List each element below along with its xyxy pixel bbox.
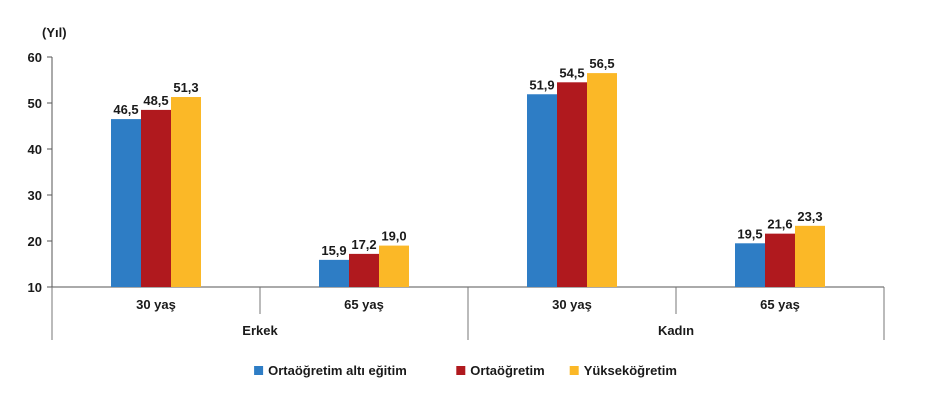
data-label: 48,5 (143, 93, 168, 108)
data-label: 19,5 (737, 226, 762, 241)
bar (111, 119, 141, 287)
legend-item: Yükseköğretim (569, 363, 677, 378)
data-label: 46,5 (113, 102, 138, 117)
data-labels: 46,5 48,5 51,3 15,9 17,2 19,0 51,9 54,5 56,5 19,5… (113, 56, 822, 258)
legend-label: Yükseköğretim (584, 363, 677, 378)
x-category-label: 30 yaş (136, 297, 176, 312)
y-tick-label: 60 (28, 50, 42, 65)
legend: Ortaöğretim altı eğitim Ortaöğretim Yüksek… (254, 363, 677, 378)
y-tick-label: 20 (28, 234, 42, 249)
y-tick-label: 50 (28, 96, 42, 111)
bars (111, 73, 825, 288)
bar (735, 243, 765, 287)
x-category-label: 30 yaş (552, 297, 592, 312)
y-tick-label: 10 (28, 280, 42, 295)
data-label: 21,6 (767, 217, 792, 232)
bar (319, 259, 349, 287)
bar (765, 233, 795, 287)
x-category-label: 65 yaş (344, 297, 384, 312)
data-label: 51,3 (173, 80, 198, 95)
legend-swatch (254, 366, 264, 375)
axes: 10 20 30 40 50 60 (28, 50, 885, 340)
bar (379, 245, 409, 287)
data-label: 51,9 (529, 77, 554, 92)
legend-item: Ortaöğretim (456, 363, 545, 378)
data-label: 23,3 (797, 209, 822, 224)
bar (171, 97, 201, 288)
y-tick-label: 30 (28, 188, 42, 203)
data-label: 56,5 (589, 56, 614, 71)
bar (527, 94, 557, 287)
x-group-label: Erkek (242, 323, 278, 338)
data-label: 19,0 (381, 229, 406, 244)
y-axis-unit-label: (Yıl) (42, 25, 67, 40)
legend-label: Ortaöğretim (470, 363, 544, 378)
bar (587, 73, 617, 287)
data-label: 15,9 (321, 243, 346, 258)
bar (349, 253, 379, 287)
x-axis-categories: 30 yaş 65 yaş 30 yaş 65 yaş Erkek Kadın (136, 297, 800, 338)
data-label: 17,2 (351, 237, 376, 252)
bar (557, 82, 587, 287)
x-group-label: Kadın (658, 323, 694, 338)
y-tick-label: 40 (28, 142, 42, 157)
legend-item: Ortaöğretim altı eğitim (254, 363, 407, 378)
data-label: 54,5 (559, 65, 584, 80)
bar (141, 109, 171, 288)
x-category-label: 65 yaş (760, 297, 800, 312)
legend-label: Ortaöğretim altı eğitim (268, 363, 407, 378)
legend-swatch (456, 366, 466, 375)
legend-swatch (569, 366, 579, 375)
bar (795, 225, 825, 287)
